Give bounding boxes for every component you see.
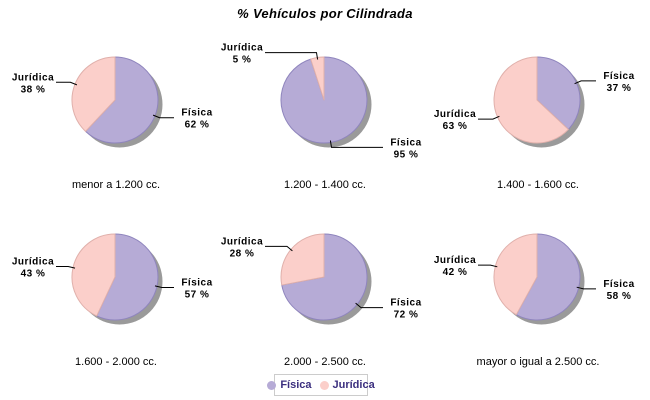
slice-value-fisica: 72 % [394,310,419,321]
slice-value-juridica: 42 % [443,267,468,278]
pie-cell-1400-1600: Física 37 % Jurídica 63 % 1.400 - 1.600 cc. [432,30,644,192]
leader-line-fisica [576,286,596,290]
leader-line-fisica [574,80,596,85]
leader-line-juridica [265,52,319,60]
slice-value-juridica: 63 % [443,121,468,132]
leader-line-juridica [265,245,293,252]
legend-item-fisica: Física [267,379,312,391]
slice-value-juridica: 43 % [21,269,46,280]
pie-cell-menor-1200: Física 62 % Jurídica 38 % menor a 1.200 cc. [10,30,222,192]
pie-slice-juridica [280,233,325,286]
slice-value-fisica: 58 % [607,291,632,302]
leader-line-fisica [329,140,383,148]
legend-label-juridica: Jurídica [332,379,375,391]
slice-name-fisica: Física [390,298,421,309]
slice-name-fisica: Física [181,278,212,289]
legend-item-juridica: Jurídica [319,379,375,391]
slice-name-fisica: Física [181,108,212,119]
slice-name-juridica: Jurídica [221,236,263,247]
legend-marker-fisica-icon [267,380,277,390]
leader-line-juridica [56,266,76,269]
leader-line-juridica [478,264,498,268]
legend-marker-juridica-icon [319,380,329,390]
pie-category-label: 1.600 - 2.000 cc. [75,356,157,368]
chart-title: % Vehículos por Cilindrada [237,6,413,21]
legend: Física Jurídica [267,374,375,396]
leader-line-fisica [154,285,174,288]
slice-value-juridica: 38 % [21,84,46,95]
slice-value-fisica: 62 % [185,120,210,131]
slice-name-juridica: Jurídica [434,255,476,266]
pie-category-label: menor a 1.200 cc. [71,179,161,191]
slice-name-fisica: Física [603,279,634,290]
pie-cell-1200-1400: Física 95 % Jurídica 5 % 1.200 - 1.400 cc. [219,30,431,192]
leader-line-fisica [355,302,383,309]
pie-category-label: 1.200 - 1.400 cc. [284,179,366,191]
slice-value-fisica: 57 % [185,290,210,301]
slice-name-fisica: Física [603,71,634,82]
slice-name-juridica: Jurídica [434,109,476,120]
pie-category-label: mayor o igual a 2.500 cc. [476,356,600,368]
leader-line-fisica [152,114,174,119]
pie-category-label: 1.400 - 1.600 cc. [497,179,579,191]
slice-value-juridica: 5 % [233,55,252,66]
leader-line-juridica [56,81,78,86]
slice-name-fisica: Física [390,137,421,148]
legend-label-fisica: Física [280,379,312,391]
pie-category-label: 2.000 - 2.500 cc. [284,356,366,368]
pie-cell-mayor-2500: Física 58 % Jurídica 42 % mayor o igual a 2… [432,207,644,369]
slice-name-juridica: Jurídica [12,72,54,83]
pie-cell-1600-2000: Física 57 % Jurídica 43 % 1.600 - 2.000 cc. [10,207,222,369]
slice-value-fisica: 95 % [394,149,419,160]
slice-value-fisica: 37 % [607,83,632,94]
slice-value-juridica: 28 % [230,248,255,259]
slice-name-juridica: Jurídica [221,43,263,54]
leader-line-juridica [478,115,500,120]
slice-name-juridica: Jurídica [12,257,54,268]
pie-cell-2000-2500: Física 72 % Jurídica 28 % 2.000 - 2.500 cc. [219,207,431,369]
